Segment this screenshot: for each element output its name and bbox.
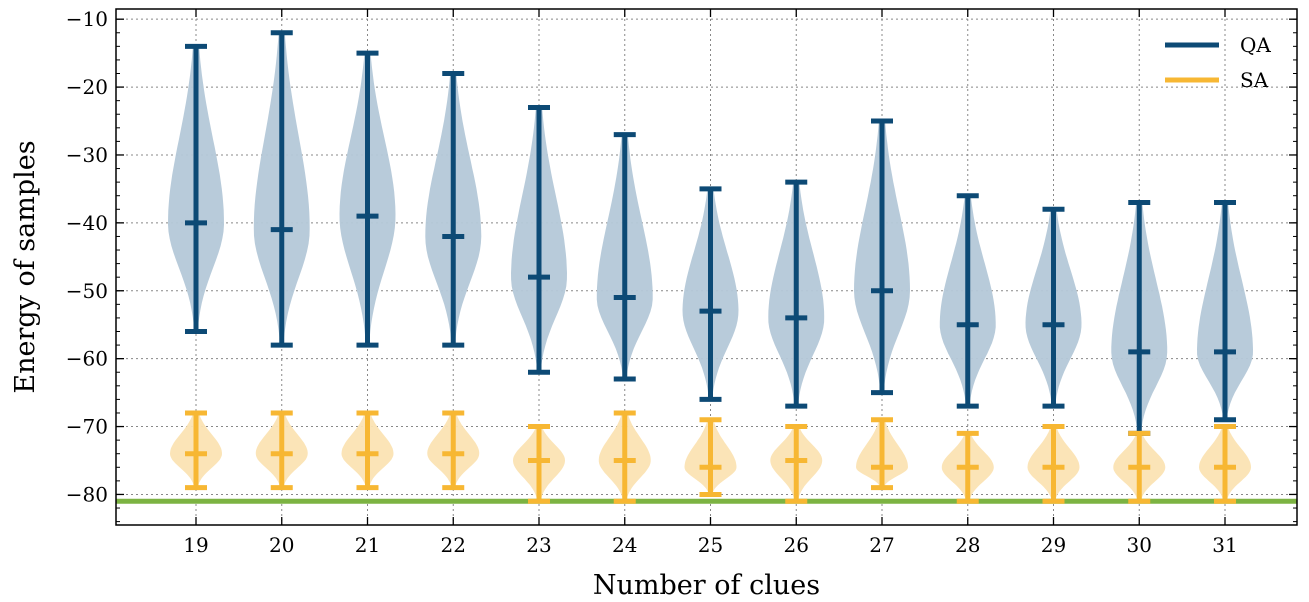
x-tick-label: 20 xyxy=(269,533,294,557)
y-tick-label: −40 xyxy=(66,211,108,235)
y-tick-label: −50 xyxy=(66,279,108,303)
y-tick-label: −60 xyxy=(66,347,108,371)
y-tick-label: −20 xyxy=(66,75,108,99)
plot-frame xyxy=(115,8,1298,526)
x-tick-label: 31 xyxy=(1212,533,1237,557)
y-tick-label: −80 xyxy=(66,482,108,506)
axis-ticks: −10 −20 −30 −40 −50 −60 −70 −80 19 20 21 22 23 24 25 26… xyxy=(66,7,1297,557)
x-tick-label: 22 xyxy=(441,533,466,557)
x-axis-label: Number of clues xyxy=(593,570,820,601)
x-tick-label: 21 xyxy=(355,533,380,557)
x-tick-label: 30 xyxy=(1127,533,1152,557)
x-tick-label: 23 xyxy=(526,533,551,557)
x-tick-label: 24 xyxy=(612,533,637,557)
legend: QA SA xyxy=(1165,33,1271,92)
y-tick-label: −10 xyxy=(66,7,108,31)
x-tick-label: 29 xyxy=(1041,533,1066,557)
y-axis-label: Energy of samples xyxy=(10,140,41,393)
x-tick-label: 28 xyxy=(955,533,980,557)
error-bars xyxy=(185,30,1236,504)
y-tick-label: −70 xyxy=(66,415,108,439)
legend-label-sa: SA xyxy=(1240,68,1269,92)
y-tick-label: −30 xyxy=(66,143,108,167)
x-tick-label: 26 xyxy=(784,533,809,557)
x-tick-label: 25 xyxy=(698,533,723,557)
x-tick-label: 27 xyxy=(869,533,894,557)
legend-label-qa: QA xyxy=(1240,33,1271,57)
x-tick-label: 19 xyxy=(183,533,208,557)
